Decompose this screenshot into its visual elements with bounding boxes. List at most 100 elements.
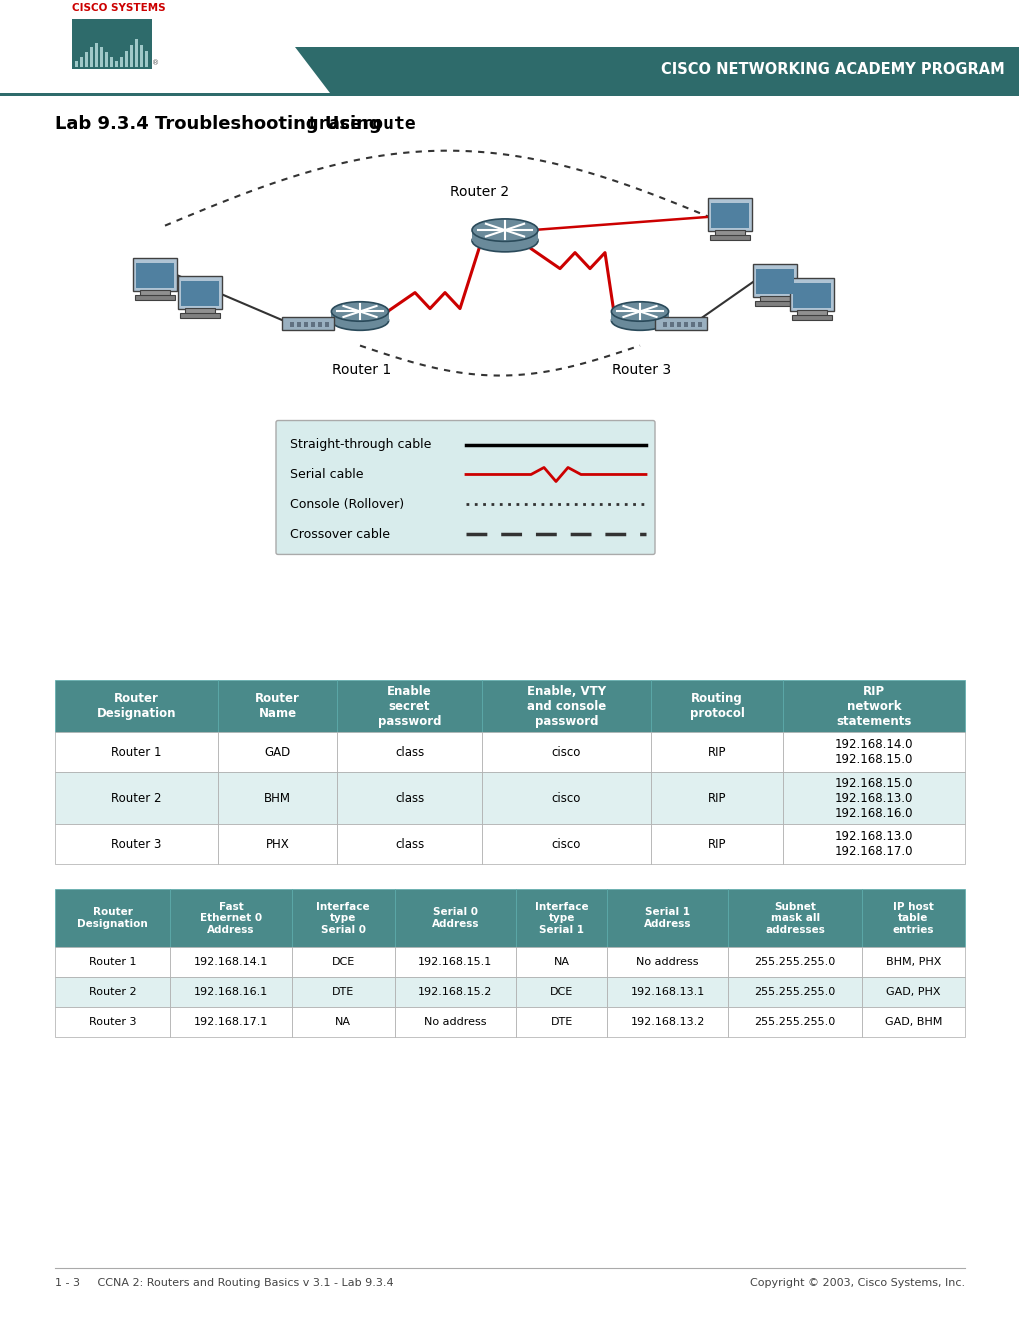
Text: 192.168.14.0
192.168.15.0: 192.168.14.0 192.168.15.0 — [834, 738, 912, 767]
Text: Copyright © 2003, Cisco Systems, Inc.: Copyright © 2003, Cisco Systems, Inc. — [749, 1278, 964, 1288]
Text: ®: ® — [152, 61, 159, 67]
Bar — [291, 890, 394, 948]
Text: 192.168.15.1: 192.168.15.1 — [418, 957, 492, 968]
Text: 192.168.15.0
192.168.13.0
192.168.16.0: 192.168.15.0 192.168.13.0 192.168.16.0 — [834, 776, 912, 820]
Bar — [606, 890, 728, 948]
Bar — [606, 977, 728, 1007]
Bar — [337, 680, 481, 733]
Text: cisco: cisco — [551, 838, 581, 851]
Text: BHM, PHX: BHM, PHX — [884, 957, 941, 968]
Bar — [650, 680, 783, 733]
Text: Router
Name: Router Name — [255, 693, 300, 721]
Text: NA: NA — [335, 1018, 351, 1027]
Bar — [110, 57, 113, 67]
Bar — [861, 948, 964, 977]
Bar — [140, 45, 144, 67]
Text: No address: No address — [636, 957, 698, 968]
Text: Router 3: Router 3 — [611, 363, 671, 376]
Text: 192.168.14.1: 192.168.14.1 — [194, 957, 268, 968]
Text: CISCO NETWORKING ACADEMY PROGRAM: CISCO NETWORKING ACADEMY PROGRAM — [660, 62, 1004, 78]
Text: class: class — [394, 792, 424, 805]
Bar — [337, 733, 481, 772]
Text: Router 2: Router 2 — [89, 987, 137, 997]
Bar — [714, 230, 744, 236]
Bar — [752, 264, 796, 297]
Bar — [481, 680, 650, 733]
Bar — [170, 948, 291, 977]
Text: Router
Designation: Router Designation — [97, 693, 176, 721]
Text: DCE: DCE — [549, 987, 573, 997]
Text: BHM: BHM — [264, 792, 291, 805]
Bar — [136, 263, 174, 288]
Text: Router 1: Router 1 — [332, 363, 391, 376]
Text: traceroute: traceroute — [307, 115, 416, 133]
Text: Crossover cable: Crossover cable — [289, 528, 389, 541]
Bar — [179, 313, 220, 318]
Bar — [861, 1007, 964, 1038]
Bar — [728, 977, 861, 1007]
Text: Console (Rollover): Console (Rollover) — [289, 498, 404, 511]
Bar — [728, 890, 861, 948]
Bar — [85, 51, 89, 67]
Bar — [516, 948, 606, 977]
Bar — [291, 948, 394, 977]
Bar — [115, 61, 118, 67]
Text: NA: NA — [553, 957, 569, 968]
Text: RIP
network
statements: RIP network statements — [836, 685, 911, 727]
Text: DTE: DTE — [332, 987, 354, 997]
Text: GAD, PHX: GAD, PHX — [886, 987, 940, 997]
Text: class: class — [394, 746, 424, 759]
Text: GAD, BHM: GAD, BHM — [883, 1018, 942, 1027]
Text: Serial cable: Serial cable — [289, 469, 363, 480]
Bar — [606, 948, 728, 977]
Text: Interface
type
Serial 0: Interface type Serial 0 — [316, 902, 370, 935]
Bar — [783, 680, 964, 733]
Text: Router
Designation: Router Designation — [77, 907, 148, 929]
Bar — [394, 890, 516, 948]
Bar — [55, 948, 170, 977]
Bar — [650, 824, 783, 865]
Bar — [654, 317, 706, 330]
Ellipse shape — [610, 310, 667, 330]
Bar — [55, 680, 218, 733]
Bar — [516, 890, 606, 948]
Text: IP host
table
entries: IP host table entries — [892, 902, 933, 935]
Bar — [105, 51, 108, 67]
Text: cisco: cisco — [551, 792, 581, 805]
Bar — [472, 230, 537, 240]
Text: Router 3: Router 3 — [89, 1018, 137, 1027]
Bar — [75, 61, 78, 67]
Bar — [145, 50, 149, 67]
Text: 192.168.17.1: 192.168.17.1 — [194, 1018, 268, 1027]
Bar — [95, 42, 99, 67]
Bar — [861, 977, 964, 1007]
Text: RIP: RIP — [707, 746, 726, 759]
Ellipse shape — [331, 302, 388, 321]
Bar — [90, 46, 94, 67]
Bar — [394, 1007, 516, 1038]
Bar — [650, 772, 783, 824]
Bar — [218, 733, 337, 772]
Bar — [184, 308, 215, 314]
Bar — [650, 733, 783, 772]
Bar — [684, 322, 688, 326]
Bar — [304, 322, 308, 326]
Bar — [135, 294, 175, 300]
Text: RIP: RIP — [707, 838, 726, 851]
Bar — [791, 314, 832, 319]
Bar — [55, 824, 218, 865]
Bar — [759, 296, 790, 302]
Bar — [100, 46, 103, 67]
Bar — [218, 824, 337, 865]
Text: Interface
type
Serial 1: Interface type Serial 1 — [534, 902, 588, 935]
Bar — [337, 824, 481, 865]
Bar — [790, 277, 834, 310]
Text: Enable
secret
password: Enable secret password — [377, 685, 441, 727]
Ellipse shape — [472, 219, 537, 242]
Bar — [754, 301, 794, 306]
Bar — [55, 1007, 170, 1038]
Bar — [331, 312, 388, 321]
Ellipse shape — [472, 230, 537, 252]
Bar — [129, 45, 133, 67]
Ellipse shape — [331, 310, 388, 330]
